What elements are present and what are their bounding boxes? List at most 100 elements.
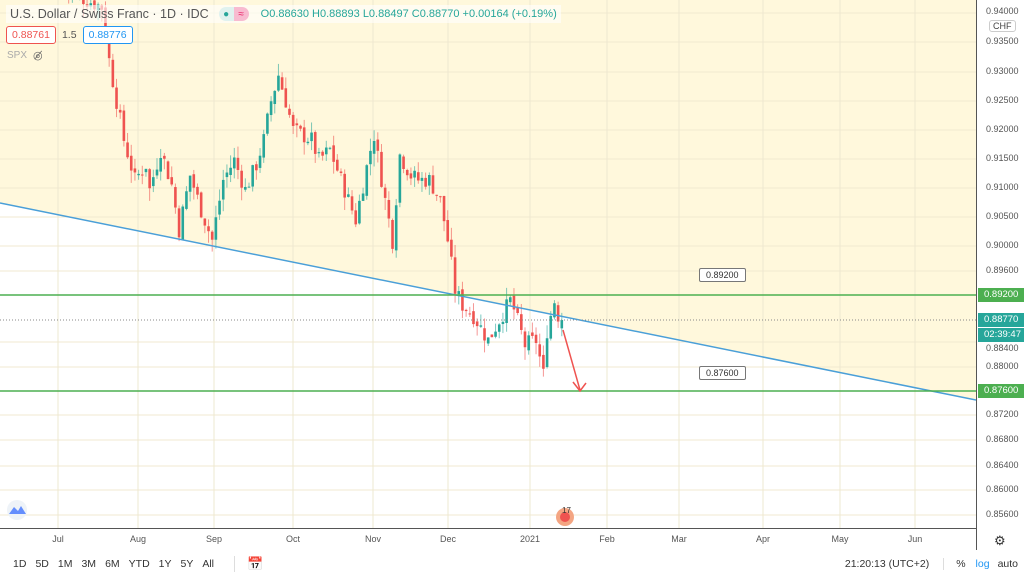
range-button-1m[interactable]: 1M [57, 557, 73, 570]
time-axis[interactable]: Jul Aug Sep Oct Nov Dec 2021 Feb Mar Apr May Jun [0, 528, 976, 550]
candle-body [508, 297, 512, 303]
time-tick-label: Mar [671, 534, 687, 544]
forecast-arrow[interactable] [562, 329, 587, 393]
price-tick-label: 0.91500 [986, 153, 1019, 163]
range-button-5d[interactable]: 5D [35, 557, 49, 570]
candle [310, 122, 313, 151]
candle [413, 166, 416, 187]
event-flag-icon[interactable] [556, 508, 574, 526]
time-tick-label: Sep [205, 534, 223, 544]
candle [137, 169, 140, 180]
candle-body [409, 173, 413, 179]
tradingview-logo-icon[interactable] [7, 500, 27, 520]
candle [247, 182, 251, 188]
range-button-1d[interactable]: 1D [13, 557, 27, 570]
candle [115, 78, 118, 118]
candle-body [398, 154, 402, 203]
eye-off-icon[interactable]: ◎̸ [33, 50, 43, 62]
countdown-tag: 02:39:47 [978, 328, 1024, 342]
candle [453, 244, 457, 303]
range-button-6m[interactable]: 6M [105, 557, 120, 570]
candle [424, 172, 427, 190]
candle [361, 187, 365, 201]
candle [556, 301, 560, 328]
candle [523, 327, 527, 360]
candle [232, 147, 236, 179]
price-tick-label: 0.91000 [986, 182, 1019, 192]
range-button-5y[interactable]: 5Y [180, 557, 194, 570]
time-tick-label: Jul [52, 534, 64, 544]
time-tick-label: Apr [755, 534, 771, 544]
label-support[interactable]: 0.87600 [699, 366, 746, 380]
candle [328, 146, 332, 151]
percent-scale-toggle[interactable]: % [943, 557, 966, 570]
sell-button[interactable]: 0.88761 [6, 26, 56, 44]
candle [416, 162, 420, 184]
candle [255, 161, 258, 180]
candle [118, 104, 122, 119]
price-tick-label: 0.93000 [986, 66, 1019, 76]
candle-body [203, 218, 207, 226]
candle-body [405, 169, 409, 176]
price-tick-label: 0.92000 [986, 124, 1019, 134]
clock-timezone[interactable]: 21:20:13 (UTC+2) [844, 557, 930, 570]
event-badge[interactable]: 17 [562, 506, 571, 515]
market-status-icon[interactable]: ● [218, 7, 234, 21]
candle-body [486, 337, 490, 344]
time-tick-label: Dec [439, 534, 457, 544]
log-scale-toggle[interactable]: log [975, 557, 990, 570]
symbol-title[interactable]: U.S. Dollar / Swiss Franc · 1D · IDC [10, 7, 209, 21]
candle [527, 331, 530, 355]
candle [350, 190, 354, 215]
price-tick-label: 0.85600 [986, 509, 1019, 519]
range-button-3m[interactable]: 3M [81, 557, 97, 570]
candle [122, 104, 126, 147]
settings-gear-icon[interactable]: ⚙ [994, 533, 1006, 548]
candle [501, 312, 505, 334]
price-tick-label: 0.86000 [986, 484, 1019, 494]
candle [479, 314, 483, 328]
auto-scale-toggle[interactable]: auto [997, 557, 1018, 570]
data-delay-icon[interactable]: ≈ [233, 7, 249, 21]
candle [508, 295, 512, 307]
candle [269, 96, 273, 122]
candle-body [542, 354, 545, 369]
candle [133, 158, 137, 181]
candle [483, 318, 486, 353]
range-button-1y[interactable]: 1Y [158, 557, 172, 570]
currency-badge[interactable]: CHF [989, 20, 1016, 32]
candle-body [273, 90, 277, 105]
label-resistance[interactable]: 0.89200 [699, 268, 746, 282]
candle [542, 345, 545, 377]
price-tick-label: 0.87200 [986, 409, 1019, 419]
overlay-symbol[interactable]: SPX [7, 50, 28, 61]
candle [534, 327, 538, 355]
candle-body [501, 321, 505, 325]
candle-body [255, 164, 258, 171]
candle-body [144, 168, 148, 173]
candle [155, 158, 159, 179]
candle [163, 152, 166, 170]
candle [553, 300, 556, 320]
candle-body [236, 157, 240, 170]
price-chart[interactable] [0, 0, 976, 528]
candle-body [210, 231, 214, 240]
resistance-price-tag: 0.89200 [978, 288, 1024, 302]
candle-body [181, 206, 185, 240]
candle [203, 218, 207, 234]
candle-body [266, 113, 269, 134]
candle [435, 194, 438, 201]
price-axis[interactable]: CHF 0.89200 0.88770 02:39:47 0.87600 0.9… [976, 0, 1024, 528]
candle-body [468, 313, 472, 315]
buy-button[interactable]: 0.88776 [82, 26, 133, 44]
date-range-calendar-icon[interactable]: 📅 [234, 555, 263, 572]
candle-body [402, 156, 405, 169]
trend-line[interactable] [0, 202, 976, 401]
range-button-ytd[interactable]: YTD [128, 557, 150, 570]
range-button-all[interactable]: All [202, 557, 215, 570]
candle-body [140, 174, 144, 176]
candle [306, 137, 310, 146]
candle [129, 144, 133, 183]
candle-body [129, 155, 133, 171]
candle [244, 178, 247, 192]
